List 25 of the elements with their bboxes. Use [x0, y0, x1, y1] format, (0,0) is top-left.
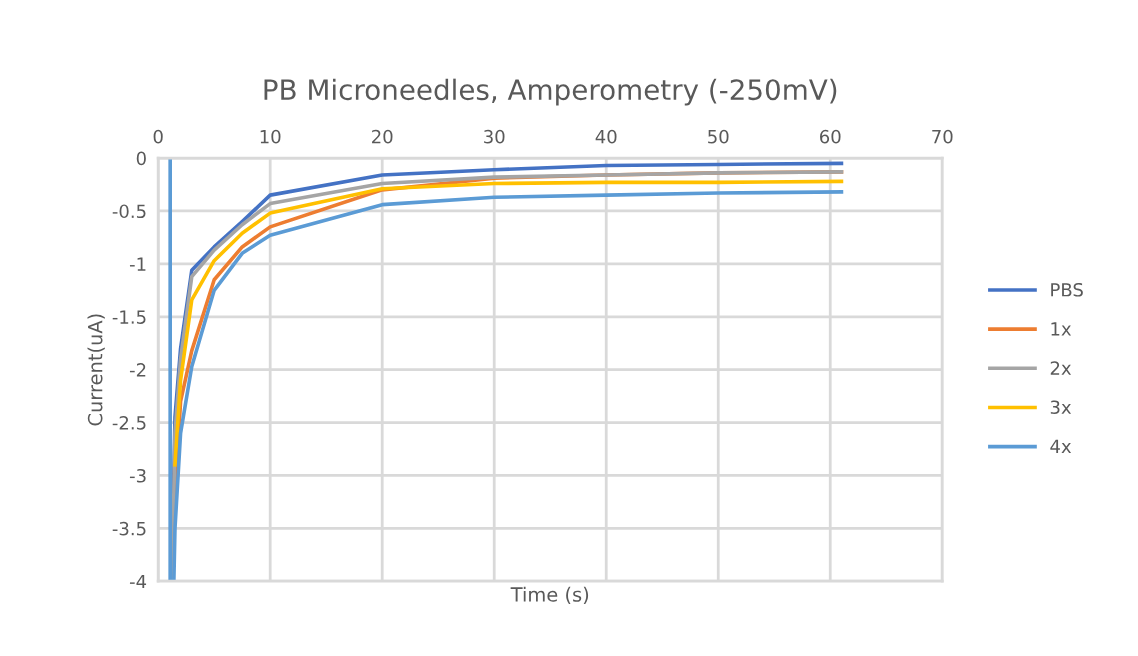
y-tick-label: -2 — [129, 363, 146, 377]
y-tick-label: -2.5 — [112, 416, 146, 430]
legend-label: 2x — [1050, 361, 1072, 375]
y-tick-label: -0.5 — [112, 204, 146, 219]
chart-title: PB Microneedles, Amperometry (-250mV) — [264, 78, 837, 106]
y-tick-label: -1 — [129, 257, 146, 271]
x-tick-label: 30 — [484, 129, 505, 144]
x-tick-label: 60 — [820, 129, 841, 144]
x-tick-label: 10 — [260, 129, 281, 144]
x-tick-label: 70 — [932, 129, 953, 144]
x-tick-label: 0 — [153, 129, 163, 144]
y-tick-label: -3.5 — [112, 521, 146, 536]
x-tick-label: 50 — [708, 129, 729, 144]
legend-label: PBS — [1051, 282, 1083, 297]
legend-label: 3x — [1050, 400, 1072, 415]
y-axis-title: Current(uA) — [87, 314, 105, 426]
x-tick-label: 20 — [372, 129, 393, 144]
legend-label: 4x — [1050, 439, 1072, 453]
x-axis-title: Time (s) — [510, 586, 589, 605]
y-tick-label: -1.5 — [112, 310, 146, 324]
y-tick-label: -3 — [129, 468, 146, 483]
y-tick-label: 0 — [136, 151, 146, 166]
legend-label: 1x — [1051, 322, 1072, 336]
y-tick-label: -4 — [129, 574, 147, 589]
x-tick-label: 40 — [595, 129, 617, 144]
